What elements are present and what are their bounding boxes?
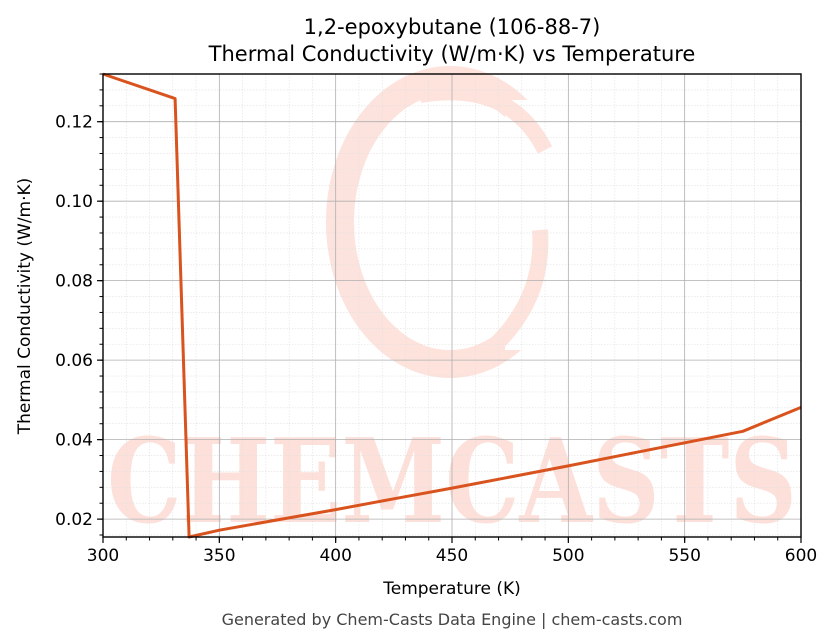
series-group: [102, 72, 802, 539]
x-axis-ticks: 300 350 400 450 500 550 600: [87, 537, 817, 566]
chart-title-line1: 1,2-epoxybutane (106-88-7): [304, 15, 601, 39]
y-tick-label: 0.12: [55, 113, 93, 133]
x-tick-label: 350: [203, 546, 235, 566]
footer-credit: Generated by Chem-Casts Data Engine | ch…: [222, 610, 683, 629]
watermark-logo: [326, 66, 575, 378]
y-axis-label: Thermal Conductivity (W/m·K): [15, 178, 35, 436]
x-axis-label: Temperature (K): [382, 579, 521, 599]
chart-title-line2: Thermal Conductivity (W/m·K) vs Temperat…: [208, 42, 696, 66]
series-line-0: [102, 72, 802, 539]
y-tick-label: 0.10: [55, 192, 93, 212]
x-tick-label: 400: [319, 546, 351, 566]
y-tick-label: 0.02: [55, 510, 93, 530]
x-tick-label: 300: [87, 546, 119, 566]
x-tick-label: 600: [785, 546, 817, 566]
y-tick-label: 0.08: [55, 272, 93, 292]
y-tick-label: 0.06: [55, 351, 93, 371]
y-axis-ticks: 0.02 0.04 0.06 0.08 0.10 0.12: [55, 73, 103, 536]
major-grid: [102, 74, 802, 537]
x-tick-label: 550: [668, 546, 700, 566]
x-tick-label: 450: [436, 546, 468, 566]
x-tick-label: 500: [552, 546, 584, 566]
y-tick-label: 0.04: [55, 431, 93, 451]
